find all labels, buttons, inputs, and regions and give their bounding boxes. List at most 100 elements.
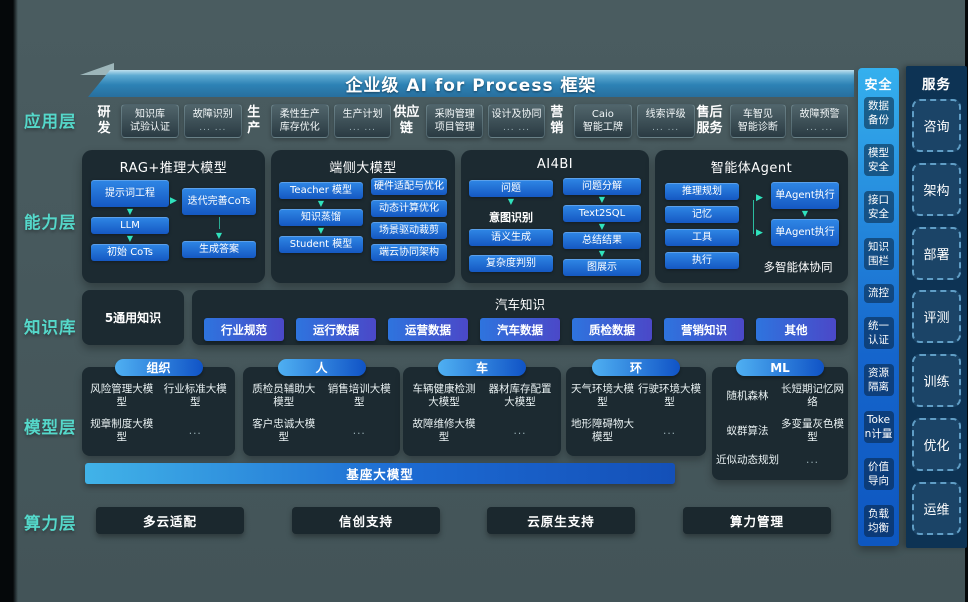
node-text2sql: Text2SQL [563,205,641,222]
layer-label-compute: 算力层 [24,514,77,533]
capability-card-rag: RAG+推理大模型 提示词工程 ▼ LLM ▼ 初始 CoTs ▶ 迭代完善Co… [82,150,265,283]
service-item: 咨询 [912,99,961,152]
security-item: 价值导向 [863,457,894,491]
arrow-down-icon: ▼ [317,226,325,235]
app-item: 设计及协同 ... ... [488,104,545,138]
app-group-label: 售后服务 [696,105,723,136]
arrow-right-icon: ▶ [756,193,763,203]
security-item: 数据备份 [863,97,894,130]
arrow-down-icon: ▼ [126,234,134,243]
node-intent-recognition: 意图识别 [489,211,533,224]
app-item-line: ... ... [652,122,680,133]
security-item: 模型安全 [863,143,894,177]
app-item: 故障预警 ... ... [791,104,848,138]
general-knowledge-card: 5通用知识 [82,290,184,345]
app-item: 车智见 智能诊断 [729,104,787,138]
node-summarize-result: 总结结果 [563,232,641,249]
compute-item-multicloud: 多云适配 [96,507,244,534]
service-item: 部署 [912,226,961,280]
auto-knowledge-title: 汽车知识 [494,297,545,312]
application-layer-row: 研发 知识库 试验认证 故障识别 ... ... 生产 柔性生产 库存优化 生产… [92,99,848,143]
model-item: 器材库存配置大模型 [488,383,552,409]
node-complexity-judgement: 复杂度判别 [469,255,553,272]
app-group-label: 研发 [97,105,111,136]
title-banner: 企业级 AI for Process 框架 [88,70,854,97]
model-pill: 人 [277,359,366,376]
knowledge-item: 其他 [756,318,836,341]
arrow-right-icon: ▶ [756,228,763,238]
compute-item-management: 算力管理 [683,507,831,534]
model-item: 地形障碍物大模型 [571,418,634,444]
page-title: 企业级 AI for Process 框架 [345,76,597,96]
node-knowledge-distillation: 知识蒸馏 [279,209,363,226]
model-group-people: 人 质检员辅助大模型 销售培训大模型 客户忠诚大模型 ... [243,359,400,456]
app-item: 生产计划 ... ... [333,104,392,138]
model-item-ellipsis: ... [352,424,366,437]
node-execution: 执行 [665,252,739,269]
arrow-right-icon: ▶ [170,196,177,206]
model-pill: 车 [438,359,526,376]
node-semantic-generation: 语义生成 [469,229,553,246]
node-dynamic-compute: 动态计算优化 [371,200,447,217]
app-item-line: 设计及协同 [491,109,542,121]
app-item-line: ... ... [348,122,377,133]
card-title: 端侧大模型 [329,161,397,176]
knowledge-item: 运行数据 [296,318,376,341]
model-card: 天气环境大模型 行驶环境大模型 地形障碍物大模型 ... [566,367,706,456]
app-group-supply-chain: 供应链 采购管理 项目管理 设计及协同 ... ... [391,104,545,138]
security-title: 安全 [864,78,893,93]
model-item: 故障维修大模型 [412,418,476,444]
app-item-line: 柔性生产 [279,108,320,120]
model-group-vehicle: 车 车辆健康检测大模型 器材库存配置大模型 故障维修大模型 ... [403,359,561,456]
node-single-agent-exec-2: 单Agent执行 [771,219,839,246]
arrow-down-icon: ▼ [598,249,606,258]
model-item: 近似动态规划 [716,453,779,466]
node-initial-cots: 初始 CoTs [91,244,169,261]
app-group-marketing: 营销 Caio 智能工牌 线索评级 ... ... [545,104,695,138]
base-model-bar: 基座大模型 [85,463,675,484]
capability-card-edge-model: 端侧大模型 Teacher 模型 ▼ 知识蒸馏 ▼ Student 模型 硬件适… [271,150,455,283]
node-memory: 记忆 [665,206,739,223]
model-item: 天气环境大模型 [571,383,634,409]
model-item-ellipsis: ... [662,424,676,437]
model-group-environment: 环 天气环境大模型 行驶环境大模型 地形障碍物大模型 ... [566,359,706,456]
app-group-production: 生产 柔性生产 库存优化 生产计划 ... ... [242,104,392,138]
card-title: 智能体Agent [710,161,793,176]
node-llm: LLM [91,217,169,234]
app-group-label: 供应链 [393,105,420,136]
model-card: 随机森林 长短期记忆网络 蚁群算法 多变量灰色模型 近似动态规划 ... [712,367,848,480]
app-item: 故障识别 ... ... [183,104,242,138]
node-generate-answer: 生成答案 [182,241,256,258]
node-chart-display: 图展示 [563,259,641,276]
node-teacher-model: Teacher 模型 [279,182,363,199]
model-item: 行驶环境大模型 [638,383,701,409]
capability-card-ai4bi: AI4BI 问题 ▼ 意图识别 语义生成 复杂度判别 问题分解 ▼ Text2S… [461,150,649,283]
security-items: 数据备份 模型安全 接口安全 知识围栏 流控 统一认证 资源隔离 Token计量… [861,97,896,537]
security-item: 接口安全 [863,190,894,224]
layer-label-model: 模型层 [24,418,77,437]
service-item: 运维 [912,481,961,535]
left-bezel [0,0,18,602]
model-card: 车辆健康检测大模型 器材库存配置大模型 故障维修大模型 ... [403,367,561,456]
layer-label-capability: 能力层 [24,213,77,232]
compute-item-xinchuang: 信创支持 [292,507,440,534]
security-item: 知识围栏 [863,237,894,270]
model-item: 车辆健康检测大模型 [412,383,476,409]
app-item-line: 知识库 [135,108,166,120]
app-item-line: 试验认证 [130,122,171,133]
service-sidebar: 服务 咨询 架构 部署 评测 训练 优化 运维 [906,66,967,548]
security-item: 负载均衡 [863,504,894,537]
model-item: 行业标准大模型 [163,383,227,409]
service-item: 评测 [912,290,961,344]
model-item-ellipsis: ... [188,424,202,437]
app-item-line: ... ... [199,122,227,133]
security-item: 统一认证 [863,317,894,350]
app-group-after-sales: 售后服务 车智见 智能诊断 故障预警 ... ... [695,104,848,138]
app-item-line: 故障预警 [799,109,840,121]
security-sidebar: 安全 数据备份 模型安全 接口安全 知识围栏 流控 统一认证 资源隔离 Toke… [858,68,899,546]
node-edge-cloud-arch: 端云协同架构 [371,244,447,261]
model-card: 质检员辅助大模型 销售培训大模型 客户忠诚大模型 ... [243,367,400,456]
model-pill: ML [736,359,824,376]
app-item-line: 采购管理 [434,108,475,120]
model-item-ellipsis: ... [805,453,819,466]
